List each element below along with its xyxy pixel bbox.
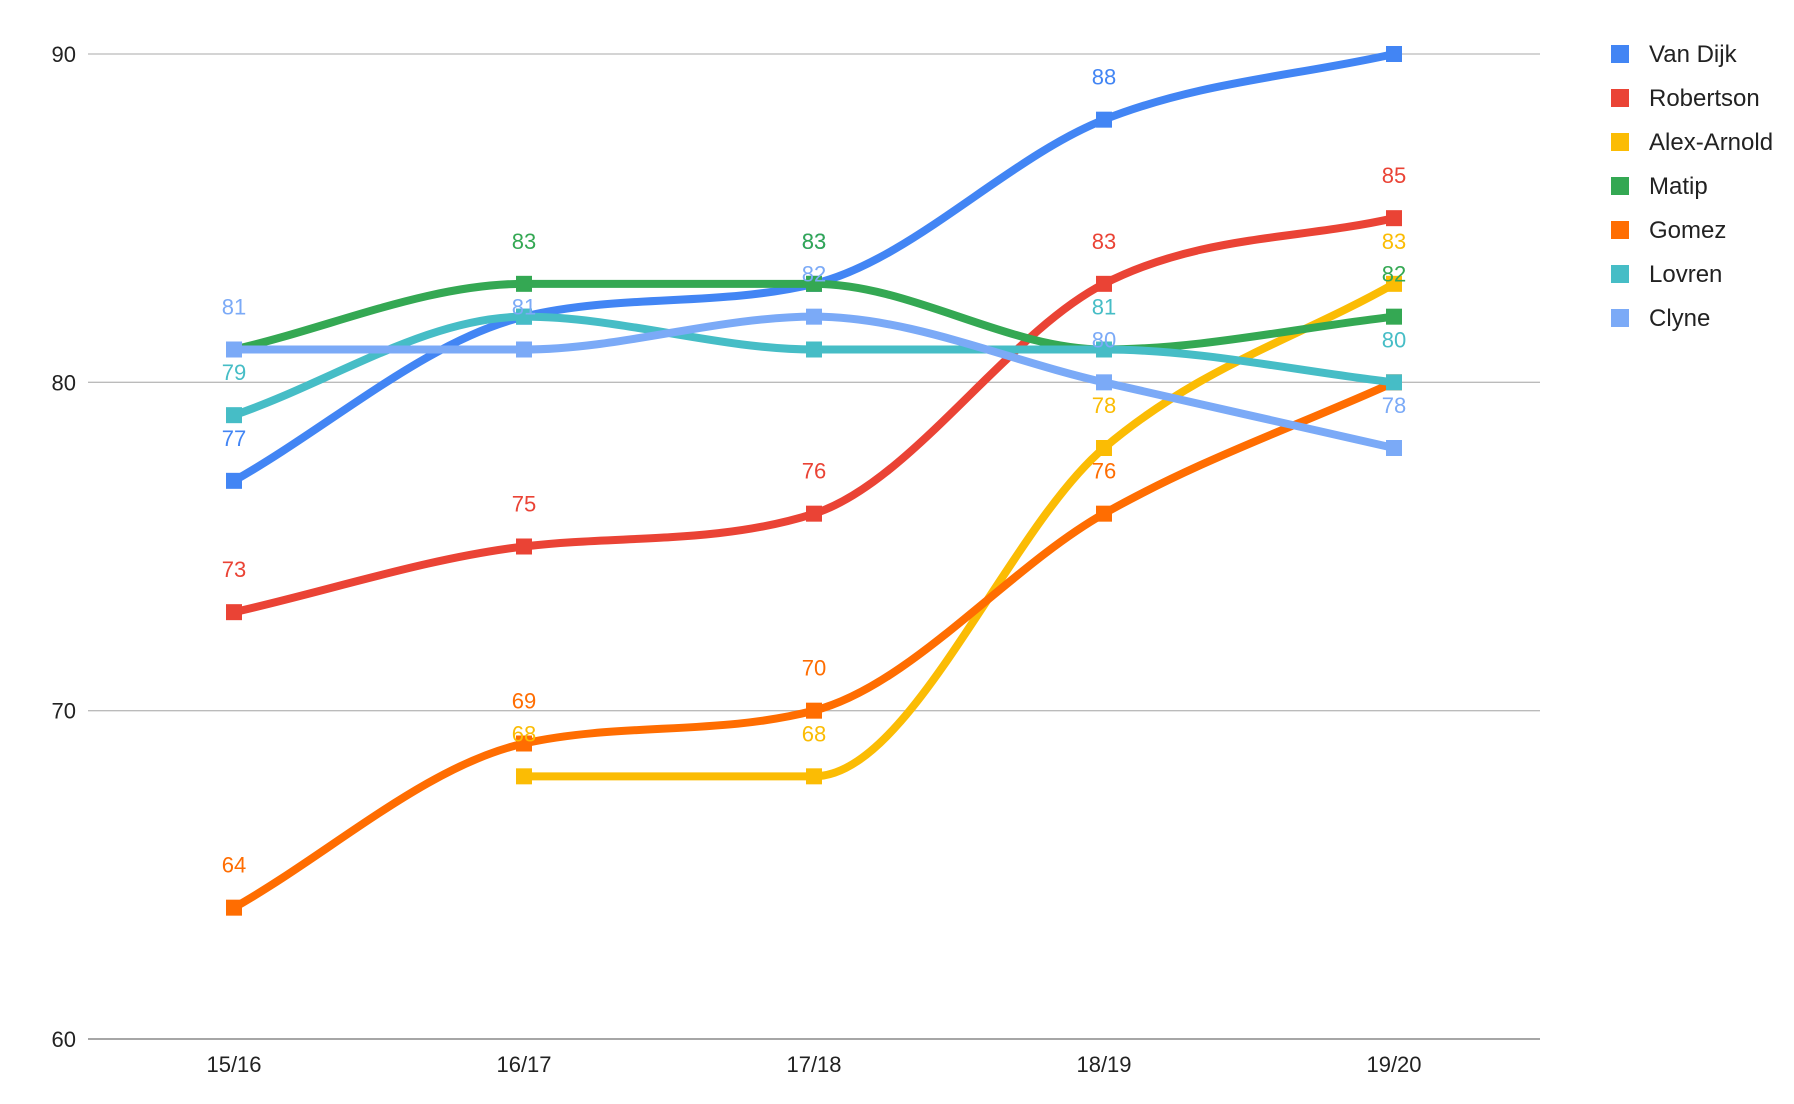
legend-swatch-gomez	[1611, 221, 1629, 239]
data-label-van-dijk: 83	[802, 229, 826, 254]
marker-clyne	[1096, 374, 1112, 391]
marker-matip	[1386, 308, 1402, 325]
data-label-lovren: 81	[1092, 295, 1116, 320]
marker-gomez	[1096, 505, 1112, 522]
y-tick-label: 90	[52, 42, 76, 67]
data-label-clyne: 82	[802, 262, 826, 287]
data-label-alex-arnold: 78	[1092, 393, 1116, 418]
marker-robertson	[516, 538, 532, 555]
marker-clyne	[1386, 440, 1402, 456]
data-label-clyne: 81	[222, 295, 246, 320]
legend-label-lovren: Lovren	[1649, 261, 1722, 288]
data-label-van-dijk: 77	[222, 426, 246, 451]
marker-alex-arnold	[806, 768, 822, 785]
marker-gomez	[806, 702, 822, 719]
marker-gomez	[226, 899, 242, 916]
marker-van-dijk	[226, 472, 242, 489]
x-tick-label: 15/16	[206, 1052, 261, 1077]
marker-lovren	[1096, 341, 1112, 358]
legend-label-gomez: Gomez	[1649, 217, 1726, 244]
marker-robertson	[226, 604, 242, 621]
data-label-robertson: 83	[1092, 229, 1116, 254]
data-label-robertson: 73	[222, 557, 246, 582]
legend-swatch-alex-arnold	[1611, 133, 1629, 151]
data-label-gomez: 76	[1092, 459, 1116, 484]
marker-matip	[806, 275, 822, 292]
legend-label-clyne: Clyne	[1649, 305, 1710, 332]
legend-swatch-lovren	[1611, 265, 1629, 283]
data-label-clyne: 80	[1092, 327, 1116, 352]
marker-clyne	[226, 341, 242, 358]
legend-label-van-dijk: Van Dijk	[1649, 41, 1738, 68]
x-axis-ticks: 15/16 16/17 17/18 18/19 19/20	[206, 1052, 1421, 1077]
data-label-robertson: 75	[512, 492, 536, 517]
data-label-gomez: 70	[802, 656, 826, 681]
legend-label-alex-arnold: Alex-Arnold	[1649, 129, 1773, 156]
data-label-matip: 83	[802, 229, 826, 254]
marker-van-dijk	[1096, 111, 1112, 128]
legend-swatch-clyne	[1611, 309, 1629, 327]
x-tick-label: 16/17	[496, 1052, 551, 1077]
marker-robertson	[1096, 275, 1112, 292]
marker-gomez	[516, 735, 532, 752]
legend-swatch-van-dijk	[1611, 45, 1629, 63]
data-label-matip: 82	[1382, 262, 1406, 287]
legend-label-matip: Matip	[1649, 173, 1708, 200]
data-label-gomez: 69	[512, 689, 536, 714]
data-label-gomez: 64	[222, 853, 246, 878]
marker-clyne	[806, 308, 822, 325]
data-label-alex-arnold: 68	[802, 721, 826, 746]
x-tick-label: 19/20	[1366, 1052, 1421, 1077]
marker-matip	[516, 275, 532, 292]
data-label-robertson: 76	[802, 459, 826, 484]
data-label-clyne: 78	[1382, 393, 1406, 418]
marker-van-dijk	[1386, 46, 1402, 62]
series-line-alex-arnold	[520, 279, 1398, 781]
data-label-lovren: 79	[222, 360, 246, 385]
data-label-robertson: 85	[1382, 163, 1406, 188]
marker-lovren	[806, 341, 822, 358]
legend-swatch-matip	[1611, 177, 1629, 195]
x-tick-label: 18/19	[1076, 1052, 1131, 1077]
y-tick-label: 80	[52, 370, 76, 395]
series-markers	[226, 46, 1402, 916]
marker-robertson	[1386, 210, 1402, 227]
data-label-alex-arnold: 68	[512, 721, 536, 746]
marker-clyne	[516, 341, 532, 358]
y-tick-label: 60	[52, 1027, 76, 1052]
marker-alex-arnold	[1096, 440, 1112, 456]
data-label-clyne: 81	[512, 295, 536, 320]
marker-robertson	[806, 505, 822, 522]
marker-lovren	[1386, 374, 1402, 391]
gridlines	[88, 53, 1540, 1040]
legend-swatch-robertson	[1611, 89, 1629, 107]
legend: Van Dijk Robertson Alex-Arnold Matip Gomez Lo…	[1611, 41, 1773, 332]
marker-lovren	[226, 407, 242, 424]
legend-label-robertson: Robertson	[1649, 85, 1760, 112]
y-tick-label: 70	[52, 699, 76, 724]
y-axis-ticks: 60 70 80 90	[52, 42, 76, 1052]
data-label-lovren: 80	[1382, 327, 1406, 352]
x-tick-label: 17/18	[786, 1052, 841, 1077]
data-label-van-dijk: 88	[1092, 65, 1116, 90]
marker-lovren	[516, 308, 532, 325]
data-label-alex-arnold: 83	[1382, 229, 1406, 254]
marker-alex-arnold	[516, 768, 532, 785]
marker-alex-arnold	[1386, 275, 1402, 292]
data-label-matip: 83	[512, 229, 536, 254]
